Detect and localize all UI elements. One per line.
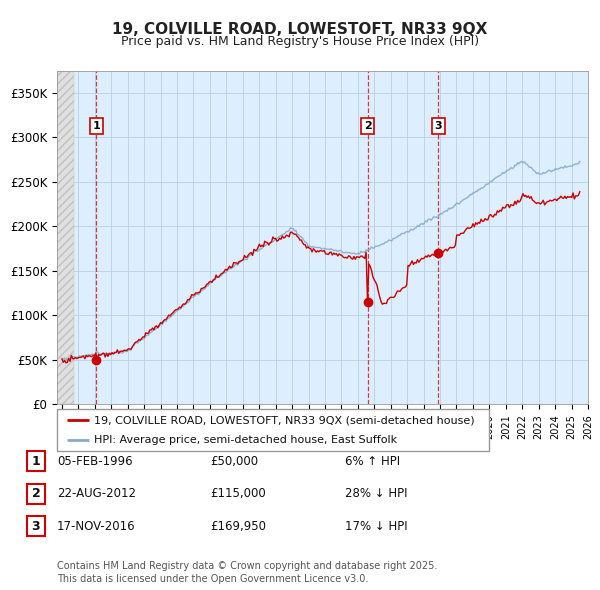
Text: 17% ↓ HPI: 17% ↓ HPI [345,520,407,533]
Bar [57,71,74,404]
Text: 19, COLVILLE ROAD, LOWESTOFT, NR33 9QX: 19, COLVILLE ROAD, LOWESTOFT, NR33 9QX [112,22,488,37]
Text: 2: 2 [32,487,40,500]
Text: Contains HM Land Registry data © Crown copyright and database right 2025.
This d: Contains HM Land Registry data © Crown c… [57,561,437,584]
Text: 2: 2 [364,121,371,131]
Text: £115,000: £115,000 [210,487,266,500]
Text: 3: 3 [32,520,40,533]
Text: 1: 1 [92,121,100,131]
Text: Price paid vs. HM Land Registry's House Price Index (HPI): Price paid vs. HM Land Registry's House … [121,35,479,48]
Text: 1: 1 [32,455,40,468]
FancyBboxPatch shape [28,516,44,536]
Text: 28% ↓ HPI: 28% ↓ HPI [345,487,407,500]
Text: 05-FEB-1996: 05-FEB-1996 [57,455,133,468]
Text: 22-AUG-2012: 22-AUG-2012 [57,487,136,500]
Text: £50,000: £50,000 [210,455,258,468]
FancyBboxPatch shape [57,409,489,451]
Text: 17-NOV-2016: 17-NOV-2016 [57,520,136,533]
Text: 19, COLVILLE ROAD, LOWESTOFT, NR33 9QX (semi-detached house): 19, COLVILLE ROAD, LOWESTOFT, NR33 9QX (… [94,415,475,425]
FancyBboxPatch shape [28,484,44,504]
Text: 6% ↑ HPI: 6% ↑ HPI [345,455,400,468]
Text: 3: 3 [434,121,442,131]
FancyBboxPatch shape [28,451,44,471]
Text: £169,950: £169,950 [210,520,266,533]
Text: HPI: Average price, semi-detached house, East Suffolk: HPI: Average price, semi-detached house,… [94,435,397,445]
